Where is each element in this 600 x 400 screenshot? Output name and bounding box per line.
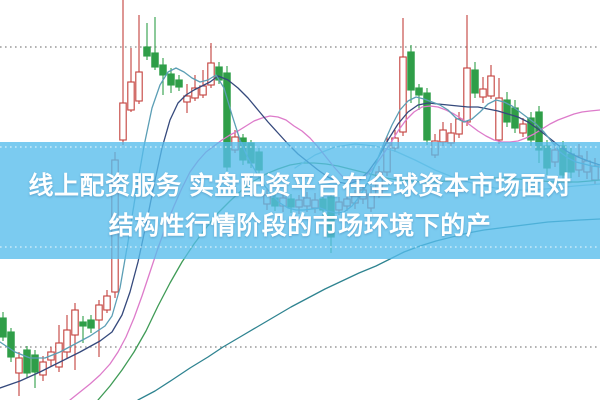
promo-text-band: 线上配资服务 实盘配资平台在全球资本市场面对 结构性行情阶段的市场环境下的产 [0, 142, 600, 259]
gridlines [0, 46, 600, 348]
promo-text-line2: 结构性行情阶段的市场环境下的产 [108, 212, 492, 240]
blue-overlay-band [0, 142, 600, 259]
promo-text-line1: 线上配资服务 实盘配资平台在全球资本市场面对 [28, 172, 572, 200]
band-gridlines [0, 146, 600, 248]
